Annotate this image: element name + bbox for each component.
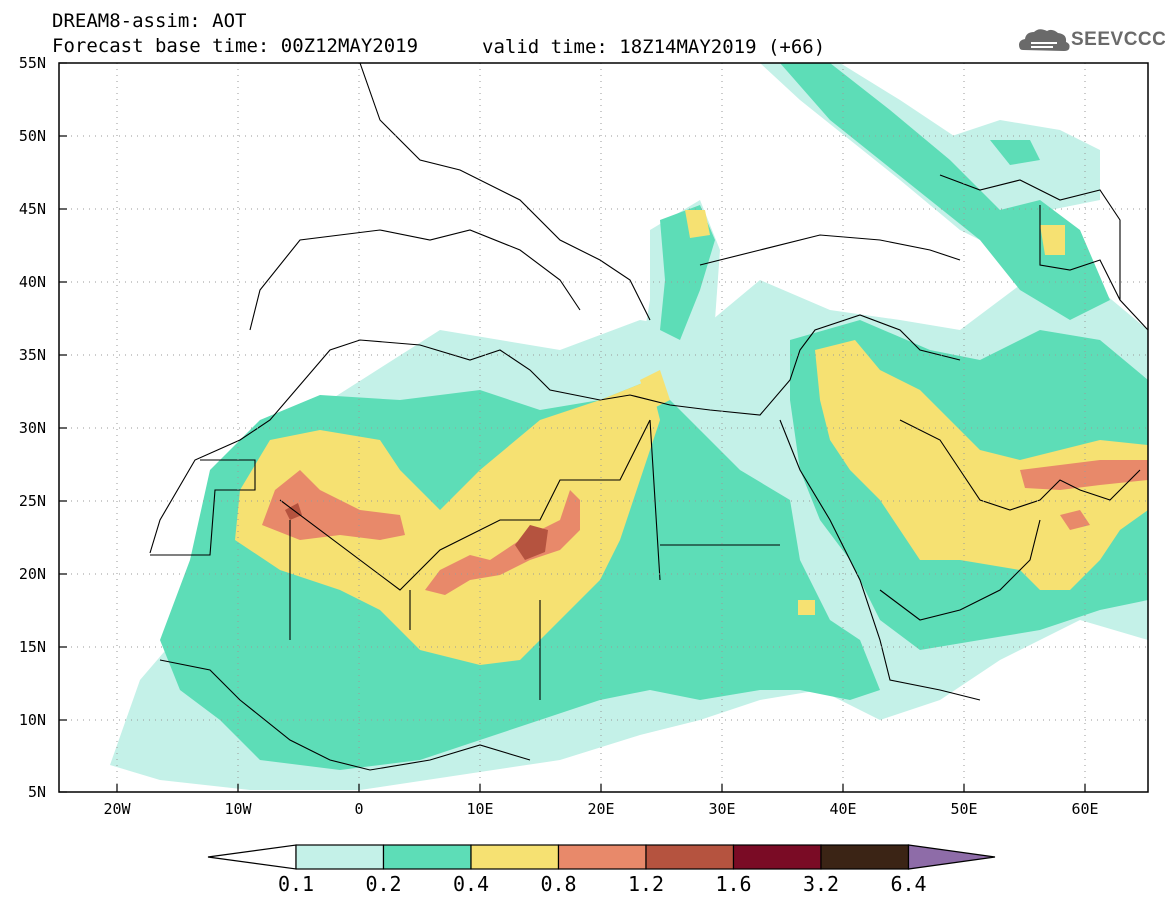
colorbar-under-arrow [207,844,297,870]
aot-level-1-2 [285,503,548,560]
colorbar-label: 6.4 [890,872,927,896]
lon-label: 20E [587,800,615,818]
colorbar-label: 0.8 [540,872,577,896]
lat-label: 5N [27,783,46,801]
colorbar-label: 0.2 [365,872,402,896]
colorbar-swatch-1 [382,844,472,870]
lon-label: 30E [708,800,736,818]
lon-label: 40E [829,800,857,818]
colorbar-label: 1.2 [627,872,665,896]
lat-label: 10N [18,711,46,729]
coastlines [149,63,1148,771]
lon-label: 60E [1071,800,1099,818]
lat-label: 35N [18,346,46,364]
colorbar-swatch-3 [557,844,647,870]
lat-label: 15N [18,638,46,656]
lon-label: 20W [103,800,131,818]
colorbar-swatch-6 [820,844,910,870]
colorbar-swatch-2 [470,844,560,870]
cloud-logo-icon [1019,29,1070,51]
colorbar-label: 3.2 [802,872,840,896]
aot-field [110,63,1148,790]
aot-level-0-4 [235,210,1148,665]
colorbar [207,844,996,870]
logo-text: SEEVCCC [1071,29,1165,50]
colorbar-swatch-0 [295,844,385,870]
valid-time: valid time: 18Z14MAY2019 (+66) [482,36,826,58]
lon-label: 0 [354,800,364,818]
lon-label: 10E [466,800,494,818]
axis-ticks [59,62,1086,793]
colorbar-label: 0.4 [452,872,490,896]
lat-label: 40N [18,273,46,291]
lon-label: 10W [224,800,252,818]
lat-label: 25N [18,492,46,510]
forecast-base-time: Forecast base time: 00Z12MAY2019 [52,35,419,57]
colorbar-swatch-4 [645,844,735,870]
colorbar-over-arrow [907,844,996,870]
colorbar-swatch-5 [732,844,822,870]
lat-label: 45N [18,200,46,218]
lon-label: 50E [950,800,978,818]
colorbar-label: 0.1 [277,872,315,896]
lat-label: 50N [18,127,46,145]
lat-label: 55N [18,54,46,72]
aot-level-0-8 [262,460,1148,595]
lat-label: 20N [18,565,46,583]
colorbar-label: 1.6 [715,872,752,896]
lat-label: 30N [18,419,46,437]
map-title: DREAM8-assim: AOT [52,10,247,32]
